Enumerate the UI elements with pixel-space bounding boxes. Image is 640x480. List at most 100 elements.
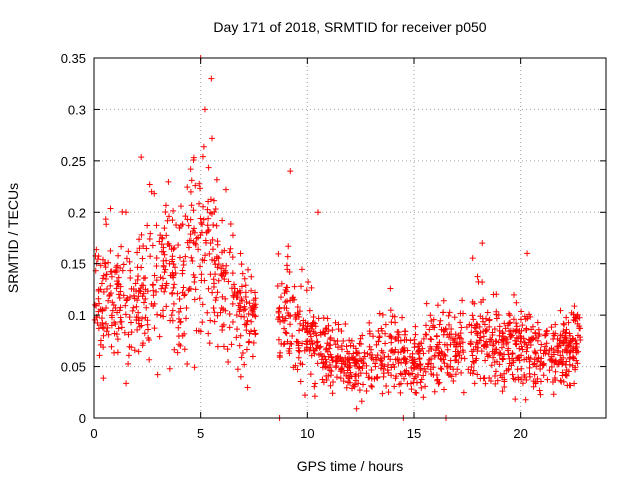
data-point [297,320,304,327]
data-point [526,311,533,318]
data-point [128,319,135,326]
data-point [431,352,438,359]
data-point [277,349,284,356]
data-point [385,353,392,360]
data-point [174,290,181,297]
data-point [207,196,214,203]
data-point [158,234,165,241]
data-point [413,390,420,397]
data-point [210,305,217,312]
data-point [136,236,143,243]
data-point [211,209,218,216]
data-point [492,348,499,355]
data-point [188,202,195,209]
data-point [307,333,314,340]
data-point [441,360,448,367]
data-point [375,338,382,345]
data-point [159,307,166,314]
data-point [487,377,494,384]
data-point [220,269,227,276]
data-point [182,253,189,260]
data-point [337,368,344,375]
data-point [313,339,320,346]
data-point [199,221,206,228]
x-tick-label: 20 [513,426,527,441]
data-point [292,311,299,318]
y-tick-label: 0 [79,411,86,426]
data-point [574,360,581,367]
data-point [566,349,573,356]
data-point [506,320,513,327]
data-point [482,357,489,364]
data-point [360,360,367,367]
data-point [482,380,489,387]
data-point [452,348,459,355]
data-point [135,314,142,321]
data-point [328,368,335,375]
data-point [560,354,567,361]
data-point [311,347,318,354]
x-axis-label: GPS time / hours [297,458,404,474]
data-point [351,383,358,390]
data-point [204,309,211,316]
data-point [474,348,481,355]
data-point [133,303,140,310]
data-point [574,320,581,327]
data-point [291,283,298,290]
data-point [527,336,534,343]
data-point [535,326,542,333]
data-point [220,306,227,313]
data-point [327,334,334,341]
data-point [145,335,152,342]
data-point [408,386,415,393]
data-point [560,378,567,385]
data-point [274,283,281,290]
data-point [438,356,445,363]
data-point [385,361,392,368]
data-point [524,344,531,351]
data-point [211,257,218,264]
data-point [166,213,173,220]
data-point [563,326,570,333]
data-point [548,363,555,370]
data-point [103,271,110,278]
data-point [353,377,360,384]
data-point [236,306,243,313]
data-point [557,307,564,314]
data-point [214,289,221,296]
data-point [479,240,486,247]
data-point [337,355,344,362]
data-point [355,372,362,379]
data-point [115,274,122,281]
data-point [500,333,507,340]
data-point [151,272,158,279]
data-point [544,376,551,383]
data-point [450,377,457,384]
data-point [200,143,207,150]
data-point [422,383,429,390]
data-point [539,361,546,368]
data-point [248,273,255,280]
data-point [176,296,183,303]
data-point [474,371,481,378]
data-point [187,216,194,223]
data-point [571,355,578,362]
data-point [143,304,150,311]
data-point [368,346,375,353]
data-point [309,323,316,330]
data-point [229,270,236,277]
data-point [414,371,421,378]
data-point [460,389,467,396]
data-point [227,221,234,228]
data-point [518,376,525,383]
data-point [467,338,474,345]
data-point [537,378,544,385]
data-point [222,186,229,193]
data-point [446,331,453,338]
data-point [446,321,453,328]
data-point [550,336,557,343]
data-point [153,277,160,284]
data-point [395,331,402,338]
data-point [123,380,130,387]
data-point [559,359,566,366]
